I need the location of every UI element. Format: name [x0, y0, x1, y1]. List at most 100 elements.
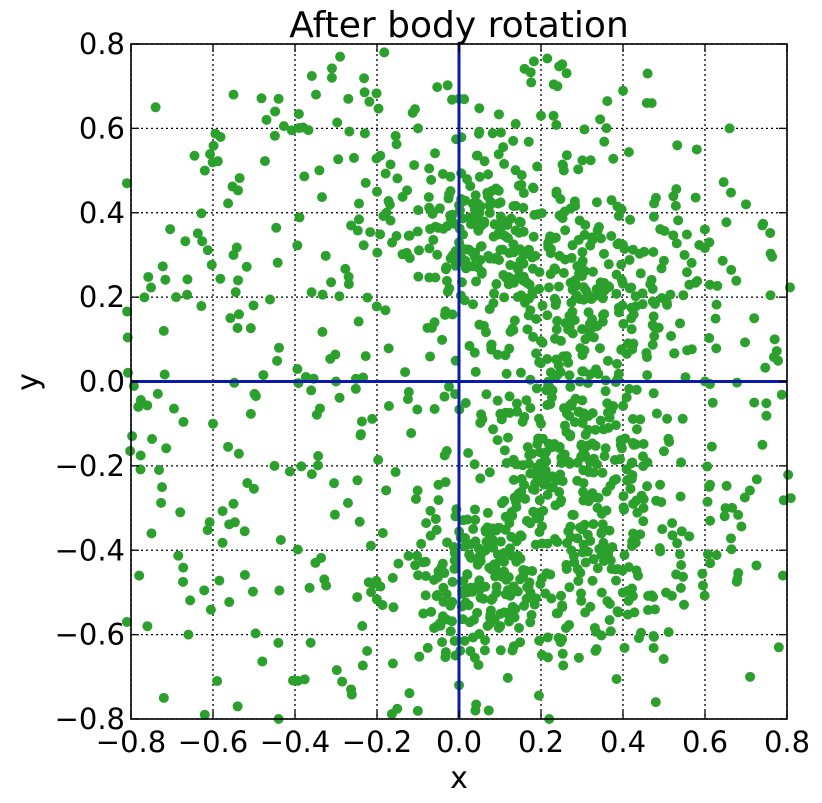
x-tick-label: −0.4 [260, 725, 330, 759]
data-point [550, 232, 561, 243]
data-point [677, 413, 688, 424]
data-point [588, 519, 599, 530]
data-point [495, 645, 506, 656]
data-point [557, 59, 568, 70]
data-point [605, 626, 616, 637]
data-point [564, 582, 575, 593]
data-point [446, 616, 457, 627]
x-tick-label: 0.8 [764, 725, 810, 759]
data-point [245, 323, 256, 334]
data-point [651, 408, 662, 419]
data-point [483, 705, 494, 716]
data-point [485, 196, 496, 207]
data-point [241, 261, 252, 272]
data-point [672, 140, 683, 151]
data-point [596, 528, 607, 539]
data-point [443, 381, 454, 392]
data-point [627, 457, 638, 468]
axis-ticks: −0.8 −0.6 −0.4 −0.2 0.0 0.2 0.4 0.6 0.8 0.8 0.6 0.4… [55, 27, 810, 759]
data-point [441, 275, 452, 286]
data-point [707, 397, 718, 408]
data-point [621, 348, 632, 359]
data-point [511, 398, 522, 409]
data-point [711, 343, 722, 354]
data-point [157, 261, 168, 272]
data-point [542, 652, 553, 663]
data-point [565, 203, 576, 214]
data-point [426, 174, 437, 185]
data-point [740, 337, 751, 348]
data-point [739, 492, 750, 503]
data-point [183, 629, 194, 640]
data-point [667, 530, 678, 541]
data-point [437, 168, 448, 179]
data-point [178, 576, 189, 587]
data-point [606, 230, 617, 241]
data-point [649, 198, 660, 209]
data-point [541, 474, 552, 485]
data-point [588, 554, 599, 565]
data-point [572, 475, 583, 486]
data-point [510, 225, 521, 236]
data-point [527, 484, 538, 495]
data-point [470, 705, 481, 716]
data-point [205, 604, 216, 615]
data-point [509, 583, 520, 594]
data-point [314, 165, 325, 176]
data-point [495, 127, 506, 138]
data-point [556, 452, 567, 463]
data-point [545, 399, 556, 410]
data-point [543, 282, 554, 293]
data-point [573, 164, 584, 175]
data-point [731, 576, 742, 587]
data-point [731, 275, 742, 286]
data-point [334, 392, 345, 403]
data-point [542, 353, 553, 364]
data-point [343, 93, 354, 104]
data-point [464, 340, 475, 351]
data-point [726, 264, 737, 275]
data-point [628, 244, 639, 255]
data-point [491, 279, 502, 290]
data-point [479, 156, 490, 167]
data-point [588, 467, 599, 478]
data-point [626, 324, 637, 335]
data-point [686, 257, 697, 268]
data-point [618, 400, 629, 411]
data-point [642, 68, 653, 79]
data-point [299, 171, 310, 182]
data-point [133, 401, 144, 412]
data-point [515, 367, 526, 378]
data-point [412, 404, 423, 415]
data-point [125, 446, 136, 457]
data-point [534, 357, 545, 368]
data-point [606, 195, 617, 206]
data-point [636, 627, 647, 638]
data-point [751, 474, 762, 485]
data-point [484, 207, 495, 218]
data-point [445, 626, 456, 637]
data-point [476, 241, 487, 252]
data-point [256, 93, 267, 104]
data-point [288, 675, 299, 686]
data-point [527, 566, 538, 577]
data-point [561, 68, 572, 79]
data-point [524, 577, 535, 588]
data-point [504, 512, 515, 523]
data-point [702, 496, 713, 507]
data-point [482, 621, 493, 632]
data-point [626, 282, 637, 293]
data-point [635, 414, 646, 425]
data-point [359, 87, 370, 98]
data-point [628, 498, 639, 509]
data-point [458, 229, 469, 240]
data-point [477, 414, 488, 425]
data-point [681, 229, 692, 240]
data-point [227, 181, 238, 192]
data-point [502, 432, 513, 443]
reference-lines [131, 44, 787, 719]
data-point [726, 544, 737, 555]
data-point [635, 268, 646, 279]
data-point [625, 483, 636, 494]
data-point [611, 674, 622, 685]
